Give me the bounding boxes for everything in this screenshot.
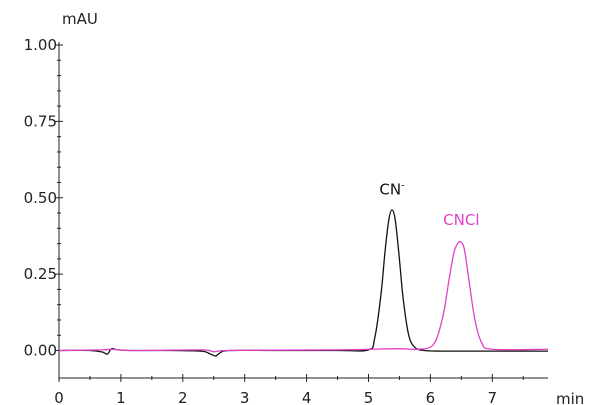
annotation-layer: CN- CNCl [379,181,479,230]
series-line-1 [58,209,548,357]
series-line-2 [58,240,549,353]
y-tick-label: 0.75 [24,112,57,130]
x-tick-label: 4 [302,389,312,405]
x-tick-label: 7 [488,389,498,405]
x-tick-label: 0 [54,389,64,405]
x-axis-ticks: 0 1 2 3 4 5 6 7 [54,374,524,405]
y-axis-unit-label: mAU [62,10,98,28]
x-tick-label: 2 [178,389,188,405]
x-tick-label: 6 [426,389,436,405]
y-tick-label: 0.50 [24,189,57,207]
x-axis-unit-label: min [556,390,584,405]
y-axis-ticks: 0.00 0.25 0.50 0.75 1.00 [24,36,63,360]
y-tick-label: 0.25 [24,265,57,283]
x-tick-label: 3 [240,389,250,405]
x-tick-label: 5 [364,389,374,405]
x-tick-label: 1 [116,389,126,405]
series-layer [58,209,549,357]
peak-label-2: CNCl [443,211,479,229]
y-tick-label: 1.00 [24,36,57,54]
y-tick-label: 0.00 [24,342,57,360]
peak-label-1: CN- [379,181,405,199]
